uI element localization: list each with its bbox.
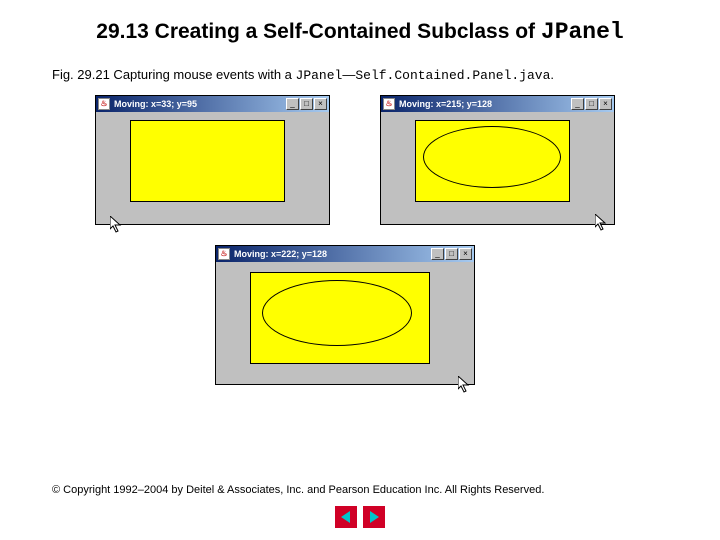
oval-shape <box>423 126 561 188</box>
window-2: ♨ Moving: x=215; y=128 _ □ × <box>380 95 615 225</box>
titlebar: ♨ Moving: x=222; y=128 _ □ × <box>216 246 474 262</box>
nav-arrows <box>335 506 385 528</box>
maximize-button[interactable]: □ <box>300 98 313 110</box>
close-button[interactable]: × <box>459 248 472 260</box>
window-buttons: _ □ × <box>286 98 327 110</box>
figures-area: ♨ Moving: x=33; y=95 _ □ × ♨ Moving: x=2… <box>0 95 720 395</box>
caption-suffix: . <box>550 67 554 82</box>
window-buttons: _ □ × <box>571 98 612 110</box>
window-1: ♨ Moving: x=33; y=95 _ □ × <box>95 95 330 225</box>
caption-dash: — <box>342 67 355 82</box>
copyright-text: © Copyright 1992–2004 by Deitel & Associ… <box>0 484 544 496</box>
canvas <box>220 266 470 380</box>
java-icon: ♨ <box>98 98 110 110</box>
close-button[interactable]: × <box>314 98 327 110</box>
window-title: Moving: x=215; y=128 <box>397 99 569 109</box>
titlebar: ♨ Moving: x=215; y=128 _ □ × <box>381 96 614 112</box>
canvas <box>385 116 610 220</box>
window-title: Moving: x=222; y=128 <box>232 249 429 259</box>
titlebar: ♨ Moving: x=33; y=95 _ □ × <box>96 96 329 112</box>
title-mono: JPanel <box>541 19 624 45</box>
java-icon: ♨ <box>218 248 230 260</box>
next-button[interactable] <box>363 506 385 528</box>
caption-mono1: JPanel <box>296 68 343 83</box>
window-3: ♨ Moving: x=222; y=128 _ □ × <box>215 245 475 385</box>
minimize-button[interactable]: _ <box>431 248 444 260</box>
cursor-icon <box>110 216 122 234</box>
title-prefix: 29.13 Creating a Self-Contained Subclass… <box>96 20 541 43</box>
minimize-button[interactable]: _ <box>286 98 299 110</box>
maximize-button[interactable]: □ <box>445 248 458 260</box>
caption-mono2: Self.Contained.Panel.java <box>355 68 550 83</box>
slide-title: 29.13 Creating a Self-Contained Subclass… <box>0 0 720 53</box>
oval-shape <box>262 280 412 346</box>
yellow-panel <box>130 120 285 202</box>
window-title: Moving: x=33; y=95 <box>112 99 284 109</box>
java-icon: ♨ <box>383 98 395 110</box>
prev-button[interactable] <box>335 506 357 528</box>
close-button[interactable]: × <box>599 98 612 110</box>
figure-caption: Fig. 29.21 Capturing mouse events with a… <box>0 53 720 95</box>
cursor-icon <box>595 214 607 232</box>
caption-prefix: Fig. 29.21 Capturing mouse events with a <box>52 67 296 82</box>
window-buttons: _ □ × <box>431 248 472 260</box>
cursor-icon <box>458 376 470 394</box>
canvas <box>100 116 325 220</box>
maximize-button[interactable]: □ <box>585 98 598 110</box>
minimize-button[interactable]: _ <box>571 98 584 110</box>
